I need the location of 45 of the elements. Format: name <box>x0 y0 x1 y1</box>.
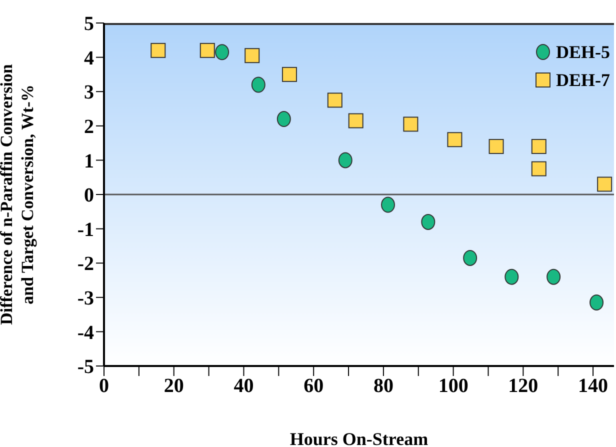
point <box>504 268 519 285</box>
point <box>447 132 462 148</box>
x-tick-label: 20 <box>164 375 184 398</box>
point <box>215 44 230 60</box>
point <box>403 116 418 132</box>
point <box>200 42 215 58</box>
y-tick-label: -5 <box>77 356 94 378</box>
x-tick-label: 140 <box>578 375 608 398</box>
y-tick-label: 5 <box>84 13 94 36</box>
y-tick-label: -2 <box>77 253 94 276</box>
y-tick-label: -4 <box>77 322 94 344</box>
point <box>546 268 561 285</box>
point <box>463 250 478 266</box>
point <box>348 113 364 128</box>
point <box>244 48 260 64</box>
y-tick-label: 3 <box>84 82 94 104</box>
point <box>251 76 266 93</box>
point <box>531 161 546 176</box>
point <box>597 176 612 192</box>
y-tick-label: 0 <box>84 184 94 207</box>
point <box>282 66 297 82</box>
x-tick-label: 0 <box>99 375 109 398</box>
point <box>421 214 436 230</box>
y-tick-label: 1 <box>84 150 94 172</box>
y-tick-label: -3 <box>77 288 94 310</box>
legend-label: DEH-5 <box>556 42 610 62</box>
y-axis-title: Difference of n-Paraffin Conversion and Target Conversion, Wt-% <box>0 64 37 325</box>
point <box>380 196 395 213</box>
y-tick-label: 2 <box>84 116 94 138</box>
y-tick-label: -1 <box>77 218 94 241</box>
point <box>590 294 604 311</box>
point <box>150 42 166 58</box>
x-tick-label: 120 <box>508 375 538 398</box>
legend-label: DEH-7 <box>556 70 610 90</box>
point <box>338 152 352 168</box>
x-tick-label: 100 <box>438 375 468 398</box>
point <box>327 92 342 108</box>
y-tick-label: 4 <box>84 47 94 70</box>
x-tick-label: 40 <box>234 375 254 398</box>
x-axis-title: Hours On-Stream <box>290 429 428 447</box>
x-tick-label: 60 <box>304 375 324 398</box>
point <box>276 111 291 128</box>
point <box>531 138 546 154</box>
point <box>488 138 504 154</box>
x-tick-label: 80 <box>373 375 394 398</box>
